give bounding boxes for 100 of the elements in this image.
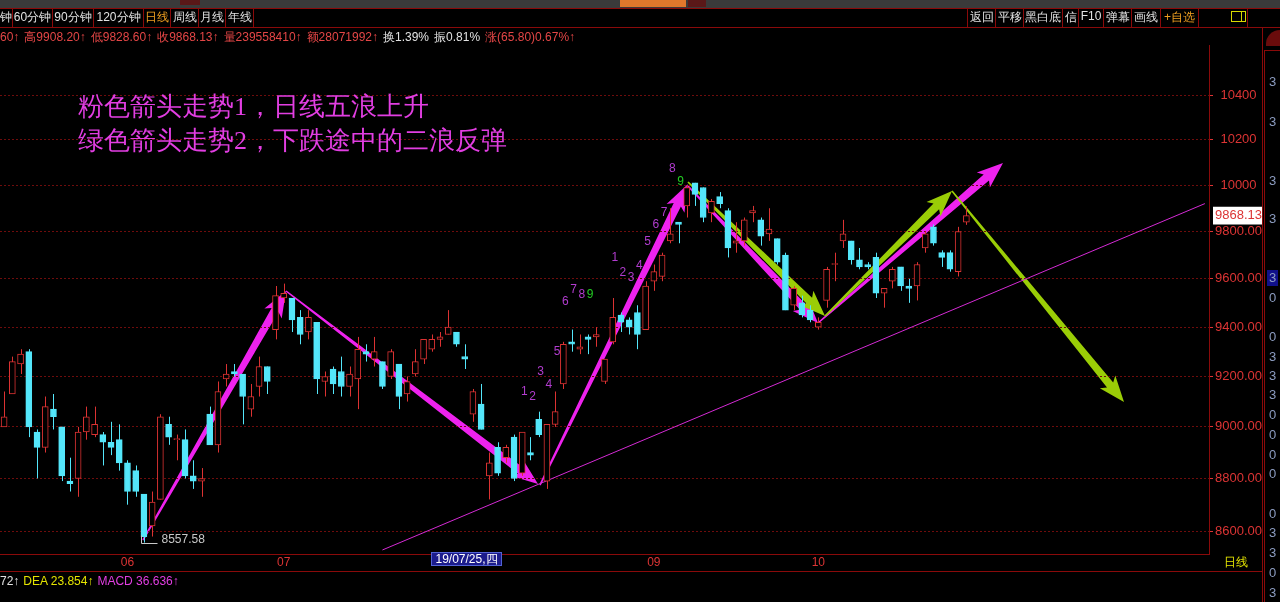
- text: 弹幕: [1105, 9, 1130, 26]
- text: 额28071992↑: [306, 29, 378, 45]
- candlestick: [930, 224, 937, 247]
- candlestick: [757, 217, 765, 247]
- candlestick: [634, 304, 641, 350]
- candlestick: [387, 348, 394, 380]
- candlestick: [905, 278, 913, 304]
- text: 0: [1268, 565, 1278, 581]
- text: 3: [1269, 545, 1277, 560]
- candlestick: [165, 416, 172, 446]
- y-tick-label: 9400.00: [1215, 318, 1262, 334]
- text: 3: [1268, 211, 1278, 227]
- candlestick: [576, 333, 584, 355]
- text: 2: [529, 389, 536, 404]
- text: 高9908.20↑: [24, 29, 86, 45]
- text: 60↑: [0, 29, 20, 45]
- candlestick: [239, 373, 246, 425]
- text: 日线: [1224, 555, 1248, 569]
- text: 3: [1268, 387, 1278, 403]
- text: 涨(65.80)0.67%↑: [485, 29, 576, 45]
- text: 0: [1268, 466, 1278, 482]
- text: 3: [1268, 114, 1278, 130]
- text: 0: [1268, 407, 1278, 423]
- text: 收9868.13↑: [157, 29, 219, 45]
- candlestick: [708, 198, 715, 223]
- candlestick: [551, 390, 559, 428]
- candlestick: [370, 336, 378, 368]
- text: 5: [644, 233, 651, 248]
- text: 60分钟: [13, 9, 52, 26]
- x-tick-label: 09: [647, 554, 661, 569]
- candlestick: [592, 326, 600, 348]
- text: 4: [545, 376, 553, 391]
- candlestick: [444, 309, 452, 335]
- y-tick-label: 10200: [1220, 131, 1257, 147]
- text: 0: [1268, 506, 1278, 522]
- annotation: 8557.58: [161, 531, 206, 546]
- annotation: 粉色箭头走势1，日线五浪上升: [78, 92, 429, 121]
- candlestick: [263, 366, 271, 395]
- text: 9: [677, 174, 684, 189]
- text: 平移: [997, 9, 1022, 26]
- text: 年线: [227, 9, 252, 26]
- text: 3: [1268, 173, 1278, 189]
- text: 1: [520, 384, 528, 399]
- annotation: 3: [627, 269, 635, 284]
- text: 6: [562, 294, 569, 309]
- candlestick: [502, 444, 510, 464]
- text: 90分钟: [54, 9, 92, 26]
- candlestick: [337, 356, 345, 398]
- text: 量239558410↑: [223, 29, 302, 45]
- text: 6: [652, 216, 660, 231]
- text: 振0.81%: [434, 29, 481, 45]
- candlestick: [889, 266, 896, 289]
- text: 月线: [200, 9, 224, 26]
- y-tick-label: 9000.00: [1215, 418, 1262, 434]
- y-tick-label: 9600.00: [1215, 270, 1262, 286]
- text: 0: [1268, 447, 1278, 463]
- candlestick: [856, 247, 863, 270]
- text: 3: [1269, 585, 1277, 600]
- text: 3: [1268, 525, 1278, 541]
- candlestick: [963, 205, 970, 226]
- candlestick: [296, 309, 304, 345]
- text: 信: [1064, 9, 1077, 26]
- candlestick: [412, 348, 419, 377]
- y-tick-label: 9200.00: [1215, 368, 1262, 384]
- text: 4: [636, 257, 643, 272]
- candlestick: [305, 309, 312, 340]
- y-tick-label: 9868.13: [1215, 207, 1262, 223]
- candlestick: [946, 249, 954, 273]
- candlestick: [773, 238, 781, 266]
- candlestick: [173, 434, 181, 461]
- text: 日线: [145, 9, 169, 26]
- candlestick: [609, 297, 617, 345]
- text: 5: [553, 343, 561, 358]
- candlestick: [99, 431, 107, 466]
- candlestick: [880, 287, 888, 309]
- candlestick: [346, 366, 353, 398]
- x-tick-label: 10: [811, 554, 826, 569]
- candlestick: [921, 231, 929, 254]
- candlestick: [568, 329, 575, 353]
- text: 换1.39%: [383, 29, 430, 45]
- text: 0: [1268, 329, 1278, 345]
- candlestick: [486, 452, 493, 500]
- text: 120分钟: [96, 9, 141, 26]
- text: 返回: [969, 9, 994, 26]
- candlestick: [601, 358, 608, 385]
- candlestick: [50, 393, 57, 430]
- text: +自选: [1163, 9, 1196, 26]
- y-tick-label: 9800.00: [1215, 223, 1262, 239]
- text: 3: [1267, 270, 1279, 286]
- y-tick-label: 10000: [1220, 176, 1257, 192]
- candlestick: [91, 406, 98, 438]
- text: 0: [1268, 427, 1278, 443]
- text: 7: [570, 281, 577, 296]
- text: 8: [578, 286, 586, 301]
- annotation: 19/07/25,四: [431, 552, 502, 566]
- text: DEA 23.854↑: [23, 573, 94, 589]
- text: MACD 36.636↑: [97, 573, 179, 589]
- candlestick: [280, 283, 288, 304]
- text: 0: [1268, 290, 1278, 306]
- text: 2: [619, 264, 627, 279]
